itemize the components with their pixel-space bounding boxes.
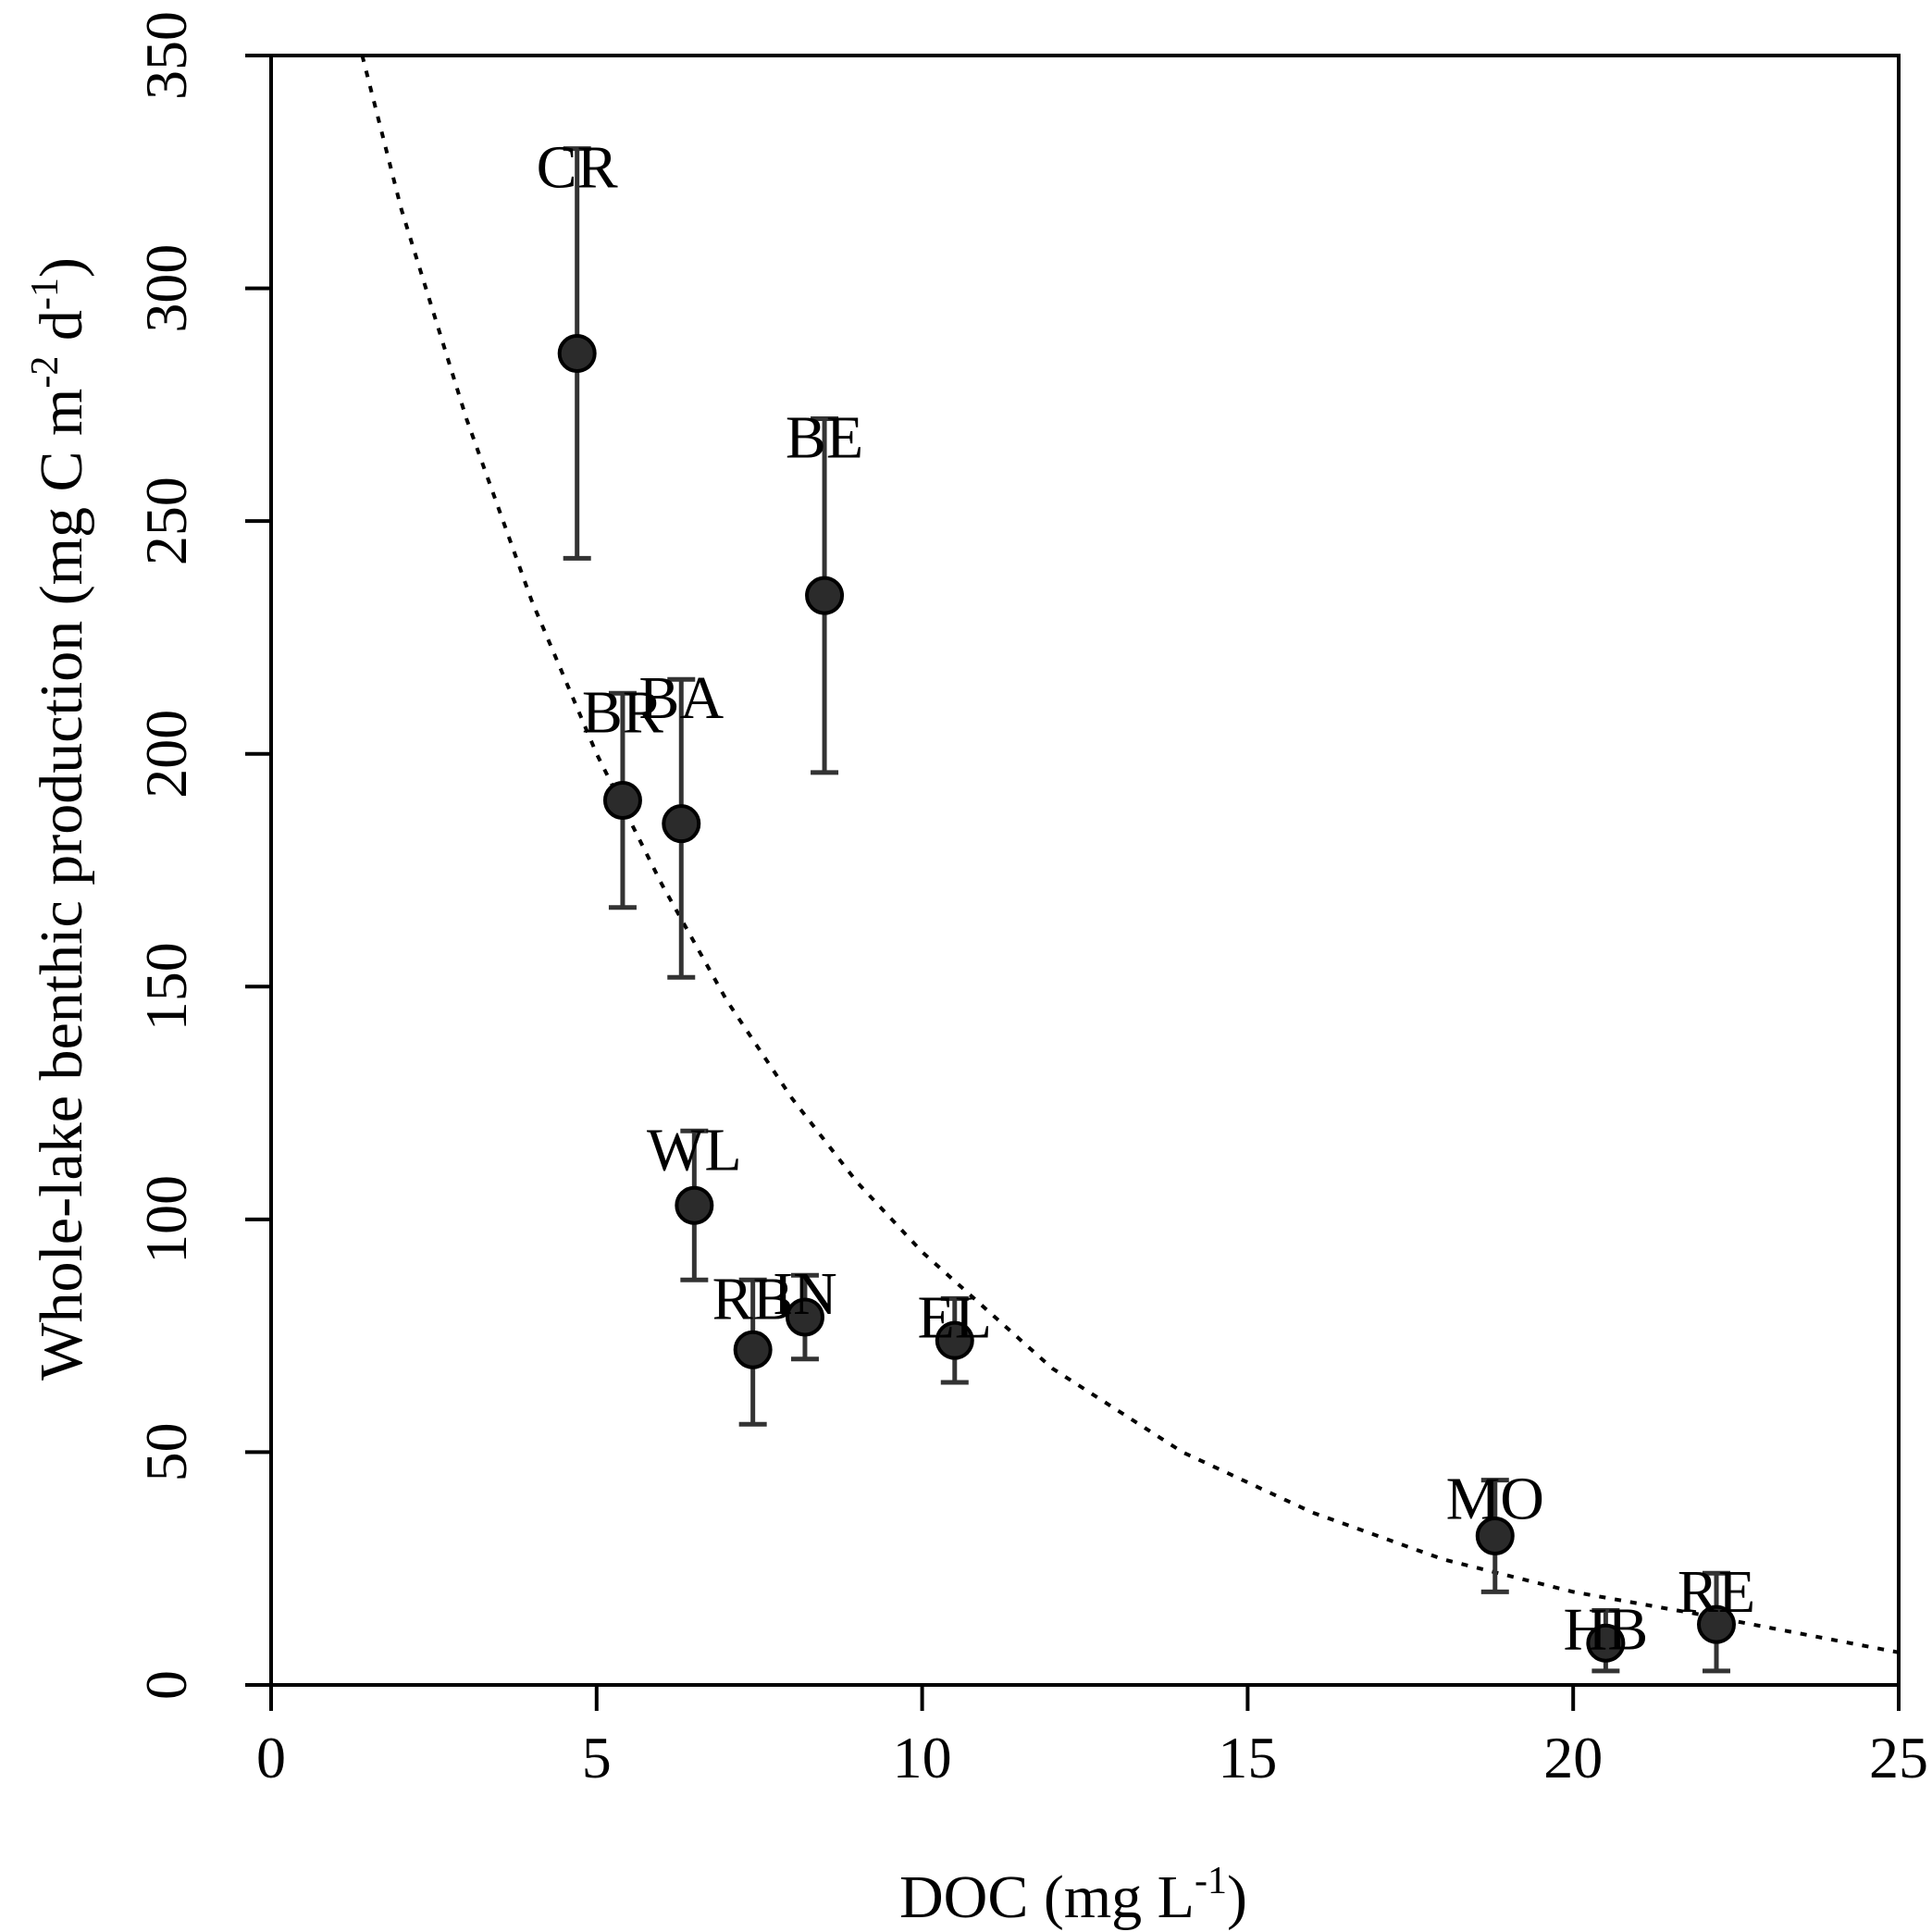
y-tick-label: 50	[133, 1422, 199, 1481]
y-tick-label: 100	[133, 1175, 199, 1264]
point-label-rb: RB	[712, 1265, 794, 1332]
point-label-hb: HB	[1564, 1595, 1649, 1663]
y-tick-label: 250	[133, 477, 199, 565]
y-axis-label: Whole-lake benthic production (mg C m-2 …	[24, 257, 95, 1381]
point-label-el: EL	[917, 1283, 992, 1351]
data-point-mo	[1475, 1516, 1515, 1555]
point-label-mo: MO	[1446, 1466, 1544, 1533]
data-point-ba	[662, 804, 701, 844]
data-point-be	[805, 576, 845, 615]
fit-curve	[360, 55, 1900, 1654]
data-point-cr	[557, 334, 597, 374]
point-label-ba: BA	[638, 664, 724, 732]
x-tick-label: 10	[893, 1725, 952, 1790]
y-tick-label: 0	[133, 1670, 199, 1700]
y-tick-label: 150	[133, 942, 199, 1031]
data-point-in	[785, 1297, 824, 1337]
point-label-wl: WL	[647, 1116, 742, 1183]
x-axis-label: DOC (mg L-1)	[899, 1860, 1247, 1931]
y-tick-label: 200	[133, 710, 199, 799]
x-tick-label: 5	[582, 1725, 612, 1790]
data-point-el	[935, 1320, 974, 1360]
data-point-wl	[675, 1185, 714, 1225]
x-tick-label: 0	[256, 1725, 286, 1790]
data-point-hb	[1586, 1623, 1626, 1663]
data-point-br	[602, 781, 642, 821]
point-label-cr: CR	[537, 134, 618, 202]
x-tick-label: 15	[1218, 1725, 1277, 1790]
y-tick-label: 350	[133, 11, 199, 100]
point-label-in: IN	[773, 1260, 837, 1328]
plot-frame	[269, 54, 1901, 1687]
x-tick-label: 25	[1869, 1725, 1928, 1790]
data-point-re	[1696, 1604, 1736, 1644]
x-tick-label: 20	[1543, 1725, 1603, 1790]
fit-curve-layer	[360, 55, 1900, 1654]
data-point-rb	[733, 1330, 773, 1369]
y-tick-label: 300	[133, 244, 199, 333]
point-label-be: BE	[786, 403, 863, 471]
point-label-br: BR	[582, 678, 663, 746]
point-label-re: RE	[1678, 1558, 1755, 1626]
data-points-layer	[557, 146, 1736, 1674]
